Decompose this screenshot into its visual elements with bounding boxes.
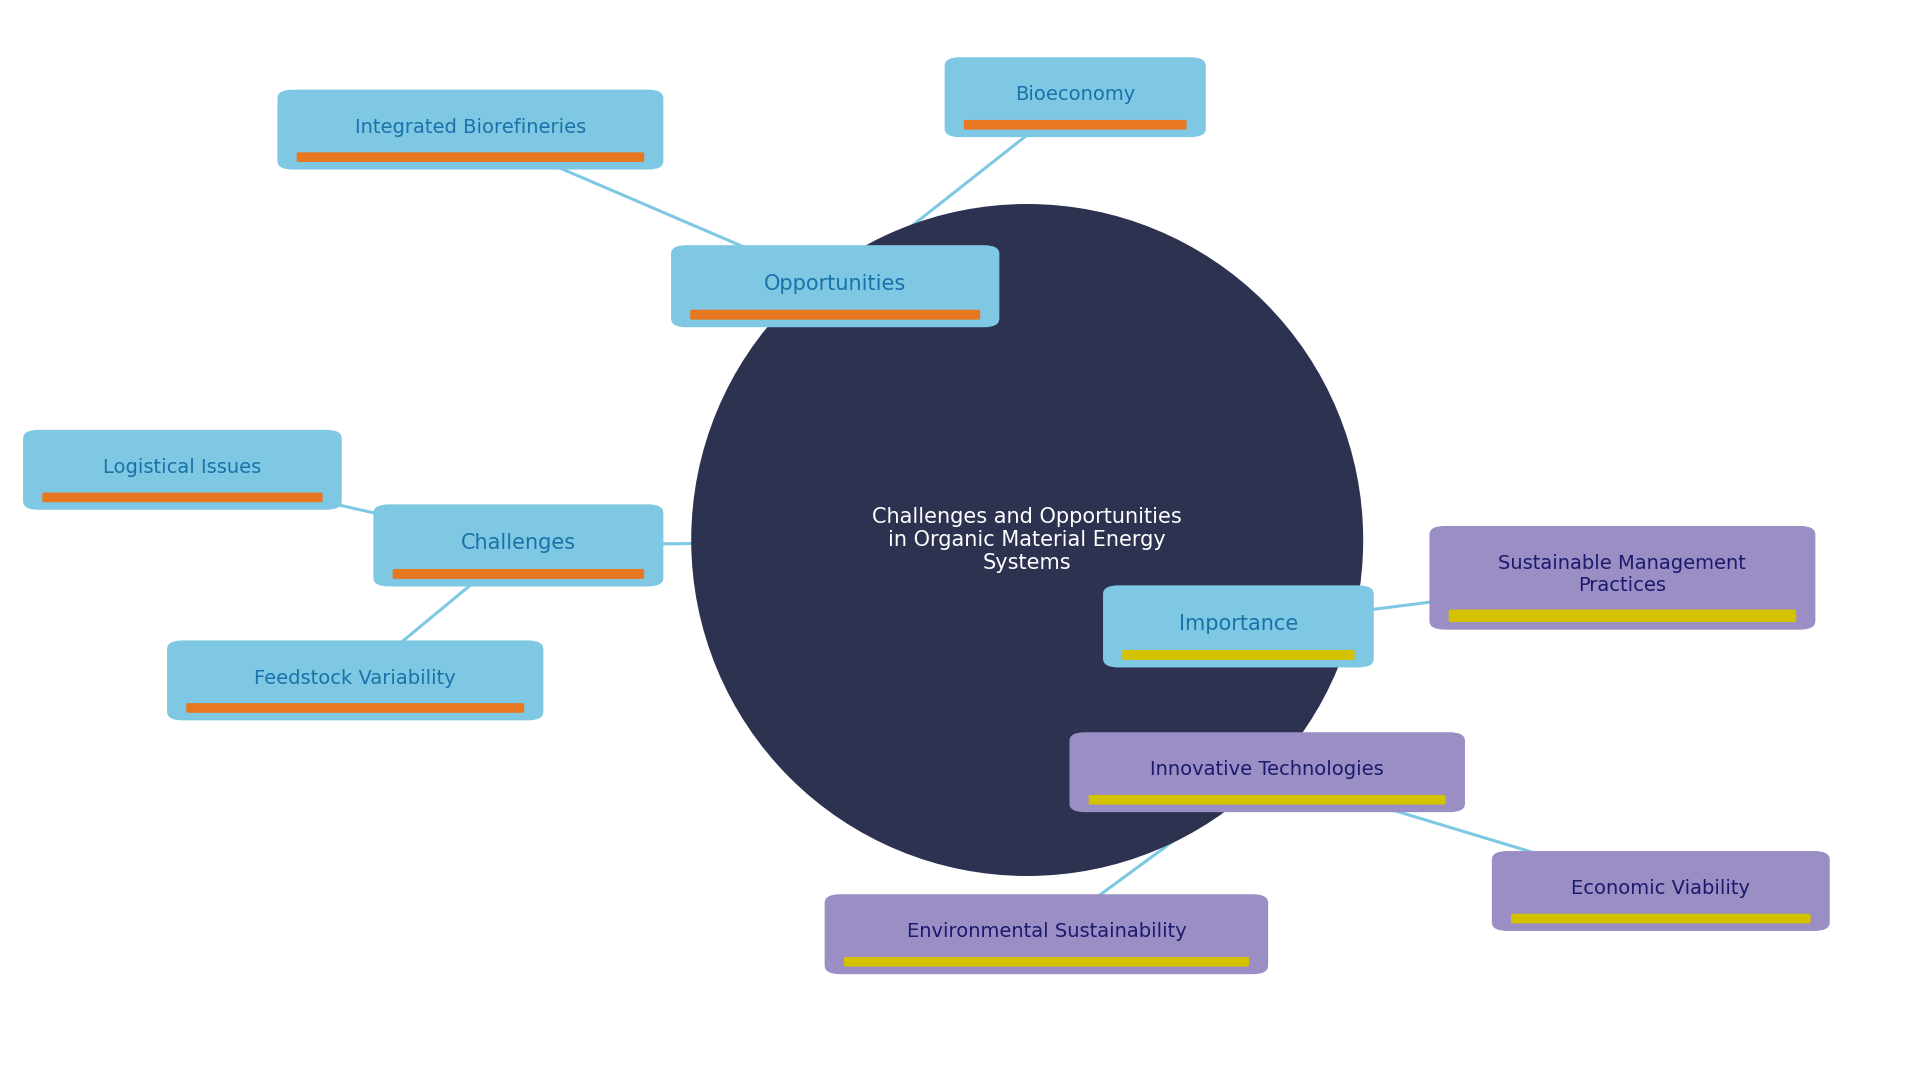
FancyBboxPatch shape [276, 90, 664, 170]
Text: Feedstock Variability: Feedstock Variability [253, 669, 457, 688]
FancyBboxPatch shape [691, 310, 979, 320]
FancyBboxPatch shape [1069, 732, 1465, 812]
Text: Integrated Biorefineries: Integrated Biorefineries [355, 118, 586, 137]
Text: Sustainable Management
Practices: Sustainable Management Practices [1498, 554, 1747, 595]
FancyBboxPatch shape [964, 120, 1187, 130]
Text: Economic Viability: Economic Viability [1571, 879, 1751, 899]
Text: Logistical Issues: Logistical Issues [104, 458, 261, 477]
FancyBboxPatch shape [1089, 795, 1446, 805]
FancyBboxPatch shape [945, 57, 1206, 137]
FancyBboxPatch shape [394, 569, 645, 579]
FancyBboxPatch shape [42, 492, 323, 502]
FancyBboxPatch shape [1492, 851, 1830, 931]
Text: Opportunities: Opportunities [764, 274, 906, 294]
FancyBboxPatch shape [1511, 914, 1811, 923]
FancyBboxPatch shape [372, 504, 664, 586]
FancyBboxPatch shape [186, 703, 524, 713]
FancyBboxPatch shape [296, 152, 645, 162]
FancyBboxPatch shape [167, 640, 543, 720]
Text: Challenges: Challenges [461, 534, 576, 553]
Ellipse shape [691, 204, 1363, 876]
FancyBboxPatch shape [1102, 585, 1375, 667]
Text: Importance: Importance [1179, 615, 1298, 634]
FancyBboxPatch shape [1448, 609, 1797, 622]
Text: Bioeconomy: Bioeconomy [1016, 85, 1135, 105]
FancyBboxPatch shape [23, 430, 342, 510]
Text: Challenges and Opportunities
in Organic Material Energy
Systems: Challenges and Opportunities in Organic … [872, 507, 1183, 573]
FancyBboxPatch shape [1121, 650, 1356, 660]
Text: Innovative Technologies: Innovative Technologies [1150, 760, 1384, 780]
FancyBboxPatch shape [826, 894, 1269, 974]
FancyBboxPatch shape [1428, 526, 1816, 630]
FancyBboxPatch shape [672, 245, 998, 327]
Text: Environmental Sustainability: Environmental Sustainability [906, 922, 1187, 942]
FancyBboxPatch shape [845, 957, 1248, 967]
